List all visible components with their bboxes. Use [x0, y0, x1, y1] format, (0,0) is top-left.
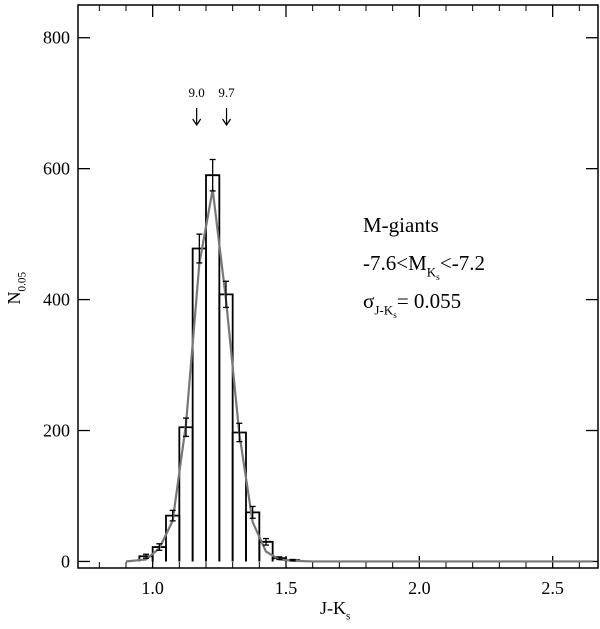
- arrow: [192, 108, 202, 127]
- x-tick-label: 1.0: [141, 578, 164, 598]
- annotation-line-part: <-7.2: [440, 251, 485, 275]
- annotation-line: M-giants: [363, 213, 439, 237]
- x-tick-label: 2.5: [541, 578, 564, 598]
- annotation-line-part: K: [427, 264, 437, 279]
- error-bar: [289, 558, 296, 562]
- error-bar: [249, 505, 256, 519]
- y-tick-label: 200: [43, 421, 70, 441]
- arrow-head: [192, 118, 202, 127]
- annotation-line-part: s: [436, 273, 440, 283]
- bar: [191, 247, 207, 562]
- annotation-line-part: -7.6<M: [363, 251, 427, 275]
- error-bar: [223, 280, 229, 309]
- bar: [218, 293, 234, 562]
- error-bar: [183, 417, 189, 438]
- error-bar: [236, 422, 243, 443]
- x-axis-label-part: J-K: [320, 598, 346, 618]
- error-bar: [263, 537, 269, 546]
- error-bar: [169, 509, 176, 522]
- x-tick-label: 2.0: [408, 578, 431, 598]
- y-tick-label: 0: [61, 551, 70, 571]
- x-axis-label-part: s: [346, 610, 350, 622]
- error-bar: [209, 158, 216, 192]
- fit-line: [125, 189, 593, 563]
- annotation-line-part: M-giants: [363, 213, 439, 237]
- annotation-line-part: s: [393, 311, 397, 321]
- arrow-label: 9.0: [189, 85, 205, 100]
- error-bar: [276, 556, 283, 561]
- annotation-line: σJ-Ks= 0.055: [363, 289, 461, 321]
- bar: [178, 426, 194, 562]
- arrow: [222, 108, 232, 127]
- error-bar: [156, 543, 163, 551]
- annotation-line-part: J-K: [374, 302, 393, 317]
- y-axis-label-part: N: [4, 292, 24, 305]
- y-tick-label: 400: [43, 290, 70, 310]
- annotation-line: -7.6<MKs<-7.2: [363, 251, 485, 283]
- annotation-line-part: σ: [363, 289, 374, 313]
- arrow-head: [222, 118, 232, 127]
- plot-frame: [77, 4, 599, 569]
- arrow-label: 9.7: [218, 85, 235, 100]
- error-bar: [143, 553, 149, 559]
- bar: [231, 431, 247, 562]
- error-bar: [196, 233, 203, 264]
- y-axis-label-part: 0.05: [16, 272, 28, 292]
- x-tick-label: 1.5: [275, 578, 298, 598]
- y-tick-label: 600: [43, 159, 70, 179]
- x-axis-label: J-Ks: [320, 598, 350, 622]
- y-axis-label: N0.05: [4, 272, 28, 305]
- y-tick-label: 800: [43, 28, 70, 48]
- annotation-line-part: = 0.055: [397, 289, 461, 313]
